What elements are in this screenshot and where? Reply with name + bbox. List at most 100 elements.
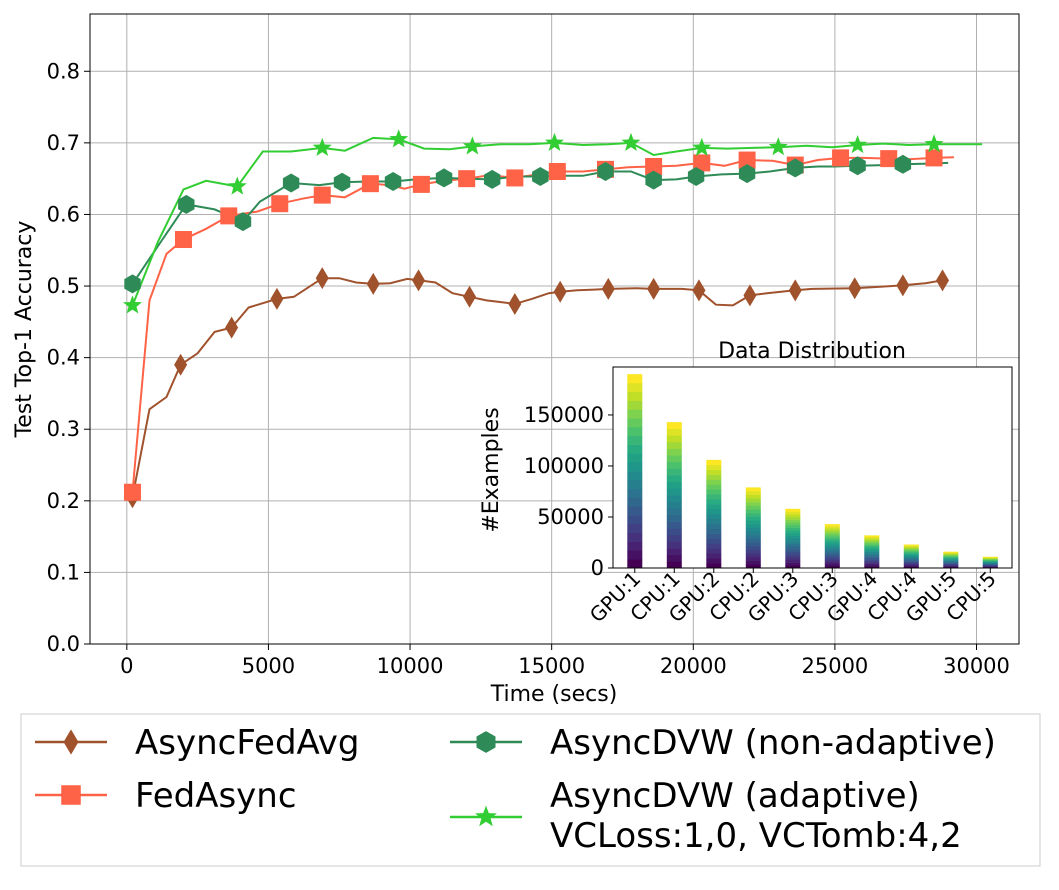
inset-bar-segment (864, 535, 880, 538)
inset-bar-segment (627, 488, 643, 498)
inset-bar-segment (982, 558, 998, 560)
inset-bar-segment (943, 551, 959, 553)
inset-bar-segment (706, 469, 722, 475)
inset-y-tick-label: 150000 (524, 403, 604, 427)
inset-bar-segment (706, 484, 722, 490)
legend-swatch-diamond (63, 729, 79, 755)
inset-bar-segment (785, 511, 801, 515)
inset-bar-segment (824, 550, 840, 553)
inset-bar-segment (864, 566, 880, 569)
data-point-diamond (743, 284, 757, 307)
inset-bar-segment (745, 535, 761, 539)
data-point-star (848, 135, 868, 154)
inset-bar-segment (666, 528, 682, 536)
inset-bar-segment (666, 461, 682, 469)
inset-bar-segment (627, 462, 643, 472)
inset-bar-segment (824, 558, 840, 561)
inset-bar-segment (745, 527, 761, 532)
data-point-hexagon (894, 154, 912, 174)
x-tick-label: 20000 (660, 654, 727, 678)
inset-bar-segment (627, 374, 643, 384)
inset-bar-segment (706, 504, 722, 510)
legend-label: AsyncDVW (non-adaptive) (550, 723, 996, 763)
inset-bar-segment (745, 513, 761, 517)
inset-bar-segment (627, 471, 643, 481)
inset-bar-segment (982, 559, 998, 561)
legend-swatch-hexagon (476, 731, 496, 753)
inset-bar-segment (666, 541, 682, 549)
inset-bar-segment (903, 550, 919, 553)
inset-bar-segment (903, 555, 919, 557)
inset-bar-segment (627, 391, 643, 401)
inset-bar-segment (943, 556, 959, 558)
y-tick-label: 0.0 (47, 632, 80, 656)
data-point-diamond (463, 285, 477, 308)
inset-bar-segment (627, 515, 643, 525)
inset-bar-segment (903, 564, 919, 567)
data-point-hexagon (384, 172, 402, 191)
data-point-square (832, 149, 850, 167)
inset-bar-segment (666, 422, 682, 430)
inset-bar-segment (666, 554, 682, 562)
inset-bar-segment (745, 494, 761, 499)
inset-bar-segment (982, 563, 998, 565)
inset-bar-segment (627, 506, 643, 516)
inset-bar-segment (666, 455, 682, 463)
inset-bar (943, 551, 959, 569)
inset-bar-segment (627, 532, 643, 542)
x-tick-label: 10000 (377, 654, 444, 678)
inset-bar-segment (666, 534, 682, 542)
inset-bar-segment (785, 522, 801, 526)
inset-bar-segment (982, 557, 998, 559)
inset-bar-segment (627, 400, 643, 410)
inset-bar-segment (864, 554, 880, 557)
main-grid (90, 14, 1019, 645)
y-tick-label: 0.7 (47, 131, 80, 155)
inset-bar-segment (982, 566, 998, 568)
inset-bar-segment (943, 553, 959, 555)
data-point-diamond (174, 353, 188, 376)
inset-bar-segment (745, 498, 761, 503)
inset-bar-segment (824, 554, 840, 557)
y-tick-label: 0.8 (47, 59, 80, 83)
inset-bar-segment (903, 544, 919, 546)
inset-bar-segment (666, 468, 682, 476)
data-point-hexagon (645, 170, 662, 190)
data-point-diamond (366, 272, 380, 295)
inset-bar-segment (982, 559, 998, 561)
inset-bar-segment (706, 563, 722, 569)
inset-bar-segment (824, 534, 840, 537)
inset-bar-segment (824, 564, 840, 567)
legend-item: AsyncDVW (non-adaptive) (450, 723, 996, 763)
inset-bar-segment (982, 566, 998, 568)
inset-bar (785, 508, 801, 569)
inset-bar-segment (943, 556, 959, 558)
inset-bar-segment (666, 428, 682, 436)
inset-bar-segment (745, 505, 761, 510)
inset-bar-segment (745, 509, 761, 514)
inset-bar-segment (943, 558, 959, 560)
inset-bar-segment (627, 382, 643, 393)
inset-bar-segment (903, 553, 919, 555)
inset-bar-segment (824, 538, 840, 541)
inset-bar-segment (824, 528, 840, 531)
inset-bar-segment (824, 544, 840, 547)
inset-bar-segment (864, 563, 880, 566)
inset-bar-segment (864, 560, 880, 563)
legend-frame (20, 713, 1041, 867)
data-point-square (174, 231, 192, 249)
inset-bar-segment (864, 548, 880, 551)
data-point-star (692, 137, 712, 156)
data-point-diamond (692, 279, 706, 302)
y-tick-label: 0.3 (47, 417, 80, 441)
inset-bar-segment (666, 514, 682, 522)
inset-bar-segment (864, 547, 880, 549)
inset-y-axis-label: #Examples (479, 407, 504, 532)
inset-bar-segment (943, 566, 959, 568)
inset-bar-segment (785, 562, 801, 566)
inset-bar-segment (943, 553, 959, 555)
inset-bar-segment (785, 508, 801, 512)
inset-bar-segment (785, 554, 801, 558)
inset-bar-segment (943, 554, 959, 556)
inset-bar-segment (706, 513, 722, 520)
